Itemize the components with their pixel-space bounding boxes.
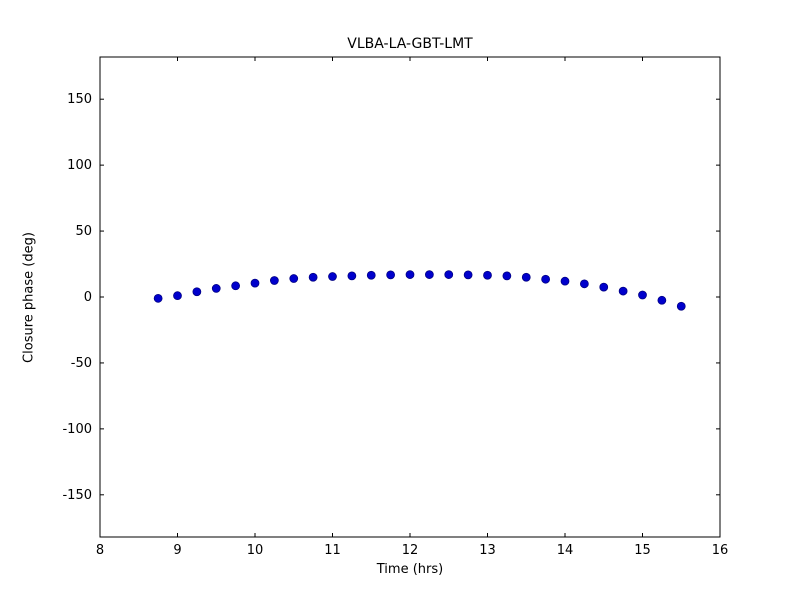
data-point <box>541 274 550 284</box>
data-point <box>211 284 221 293</box>
x-tick-label: 13 <box>479 543 496 558</box>
x-tick-label: 16 <box>712 543 729 558</box>
x-tick-label: 10 <box>247 543 264 558</box>
x-tick-label: 14 <box>557 543 574 558</box>
data-point <box>580 279 589 289</box>
y-axis-label: Closure phase (deg) <box>21 232 37 363</box>
data-point <box>560 276 570 286</box>
data-point <box>153 293 163 303</box>
y-tick-label: -150 <box>62 488 92 503</box>
x-tick-label: 12 <box>402 543 419 558</box>
x-axis-label: Time (hrs) <box>376 562 444 577</box>
data-point <box>250 278 260 288</box>
data-point <box>463 270 473 280</box>
data-point <box>192 287 202 297</box>
data-point <box>618 286 628 296</box>
data-point <box>638 290 647 300</box>
y-tick-label: 0 <box>84 290 92 305</box>
data-point <box>425 270 434 279</box>
data-point <box>521 272 531 282</box>
data-point <box>347 271 357 281</box>
data-point <box>289 274 299 283</box>
y-tick-label: 150 <box>67 92 92 107</box>
data-point <box>308 272 318 282</box>
x-tick-label: 9 <box>173 543 181 558</box>
data-point <box>502 271 512 281</box>
y-tick-label: 50 <box>75 224 92 239</box>
data-point <box>173 291 182 301</box>
data-point <box>328 272 337 281</box>
x-tick-label: 11 <box>324 543 341 558</box>
data-point <box>366 270 376 280</box>
data-point <box>270 276 279 285</box>
y-tick-label: -100 <box>62 422 92 437</box>
data-point <box>483 270 492 280</box>
data-point <box>444 270 454 279</box>
y-tick-label: -50 <box>71 356 92 371</box>
chart-title: VLBA-LA-GBT-LMT <box>347 36 473 52</box>
data-point <box>386 270 395 280</box>
data-point <box>657 295 667 305</box>
data-point <box>599 282 609 292</box>
data-point <box>676 301 686 311</box>
data-point <box>231 281 240 291</box>
x-tick-label: 8 <box>96 543 104 558</box>
axes-frame <box>99 56 721 538</box>
x-tick-label: 15 <box>634 543 651 558</box>
data-point <box>405 270 415 279</box>
y-tick-label: 100 <box>67 158 92 173</box>
